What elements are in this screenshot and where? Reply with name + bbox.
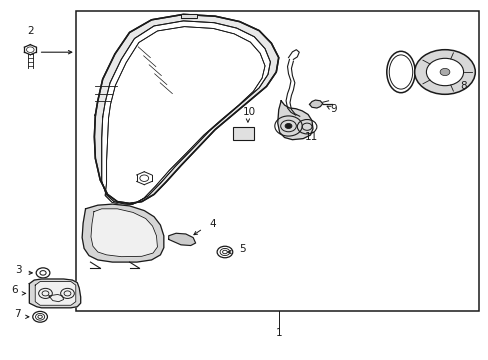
Text: 8: 8 (459, 81, 466, 91)
Bar (232, 127, 254, 140)
Polygon shape (102, 21, 270, 204)
Circle shape (414, 50, 474, 94)
Circle shape (285, 123, 291, 129)
Polygon shape (94, 14, 278, 203)
Polygon shape (91, 209, 157, 257)
Polygon shape (309, 100, 322, 108)
Text: 2: 2 (27, 26, 34, 36)
Circle shape (426, 58, 463, 86)
Text: 9: 9 (329, 104, 336, 114)
Polygon shape (35, 282, 76, 305)
Bar (76, 11, 478, 311)
Text: 6: 6 (11, 285, 18, 296)
Text: 3: 3 (15, 265, 22, 275)
Text: 5: 5 (239, 244, 246, 254)
Polygon shape (29, 279, 81, 308)
Polygon shape (277, 101, 312, 140)
Text: 11: 11 (304, 132, 317, 143)
Polygon shape (168, 233, 195, 246)
Text: 1: 1 (275, 328, 282, 338)
Text: 4: 4 (209, 219, 216, 229)
Text: 10: 10 (243, 107, 255, 117)
Text: 7: 7 (14, 309, 20, 319)
Polygon shape (82, 204, 163, 262)
Bar (181, 14, 196, 18)
Circle shape (439, 68, 449, 76)
